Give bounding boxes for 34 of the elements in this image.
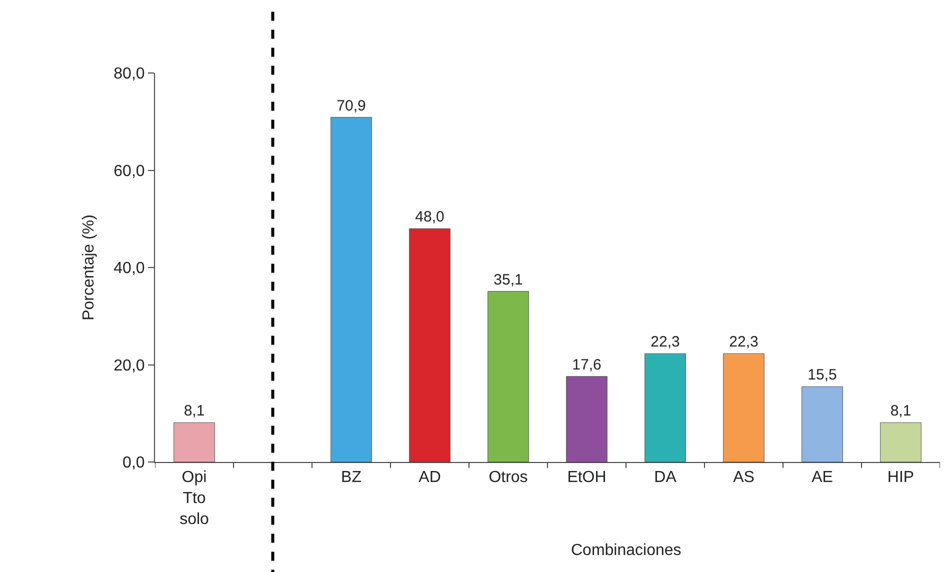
bar (174, 422, 215, 462)
bar (566, 376, 608, 462)
y-axis-title: Porcentaje (%) (80, 214, 98, 320)
y-tick-label: 60,0 (114, 162, 145, 180)
bar (723, 353, 764, 462)
data-label: 15,5 (808, 366, 837, 384)
data-label: 8,1 (890, 402, 912, 420)
x-tick-label: Opi Tto solo (180, 469, 210, 528)
bar (880, 422, 922, 462)
data-label: 35,1 (494, 271, 523, 288)
x-tick-label: AD (418, 469, 441, 486)
x-tick-label: AS (733, 469, 754, 486)
data-label: 48,0 (415, 208, 444, 226)
x-axis-title: Combinaciones (571, 542, 682, 559)
x-tick-label: EtOH (567, 469, 606, 486)
y-tick-label: 40,0 (114, 260, 145, 278)
y-tick-label: 20,0 (114, 357, 145, 374)
y-tick-label: 80,0 (114, 66, 145, 83)
bar (330, 117, 372, 462)
x-tick-label: BZ (341, 469, 362, 486)
data-label: 8,1 (184, 402, 205, 420)
bar (488, 291, 529, 462)
y-tick-label: 0,0 (122, 454, 145, 472)
data-label: 22,3 (650, 334, 680, 351)
bar (644, 353, 686, 462)
x-tick-label: AE (812, 469, 833, 486)
x-tick-label: Otros (488, 469, 528, 486)
x-tick-label: HIP (887, 469, 914, 486)
data-label: 22,3 (729, 334, 758, 351)
bar (802, 386, 843, 462)
data-label: 70,9 (336, 97, 366, 114)
data-label: 17,6 (572, 356, 602, 374)
bar (409, 228, 450, 462)
x-tick-label: DA (654, 469, 677, 486)
